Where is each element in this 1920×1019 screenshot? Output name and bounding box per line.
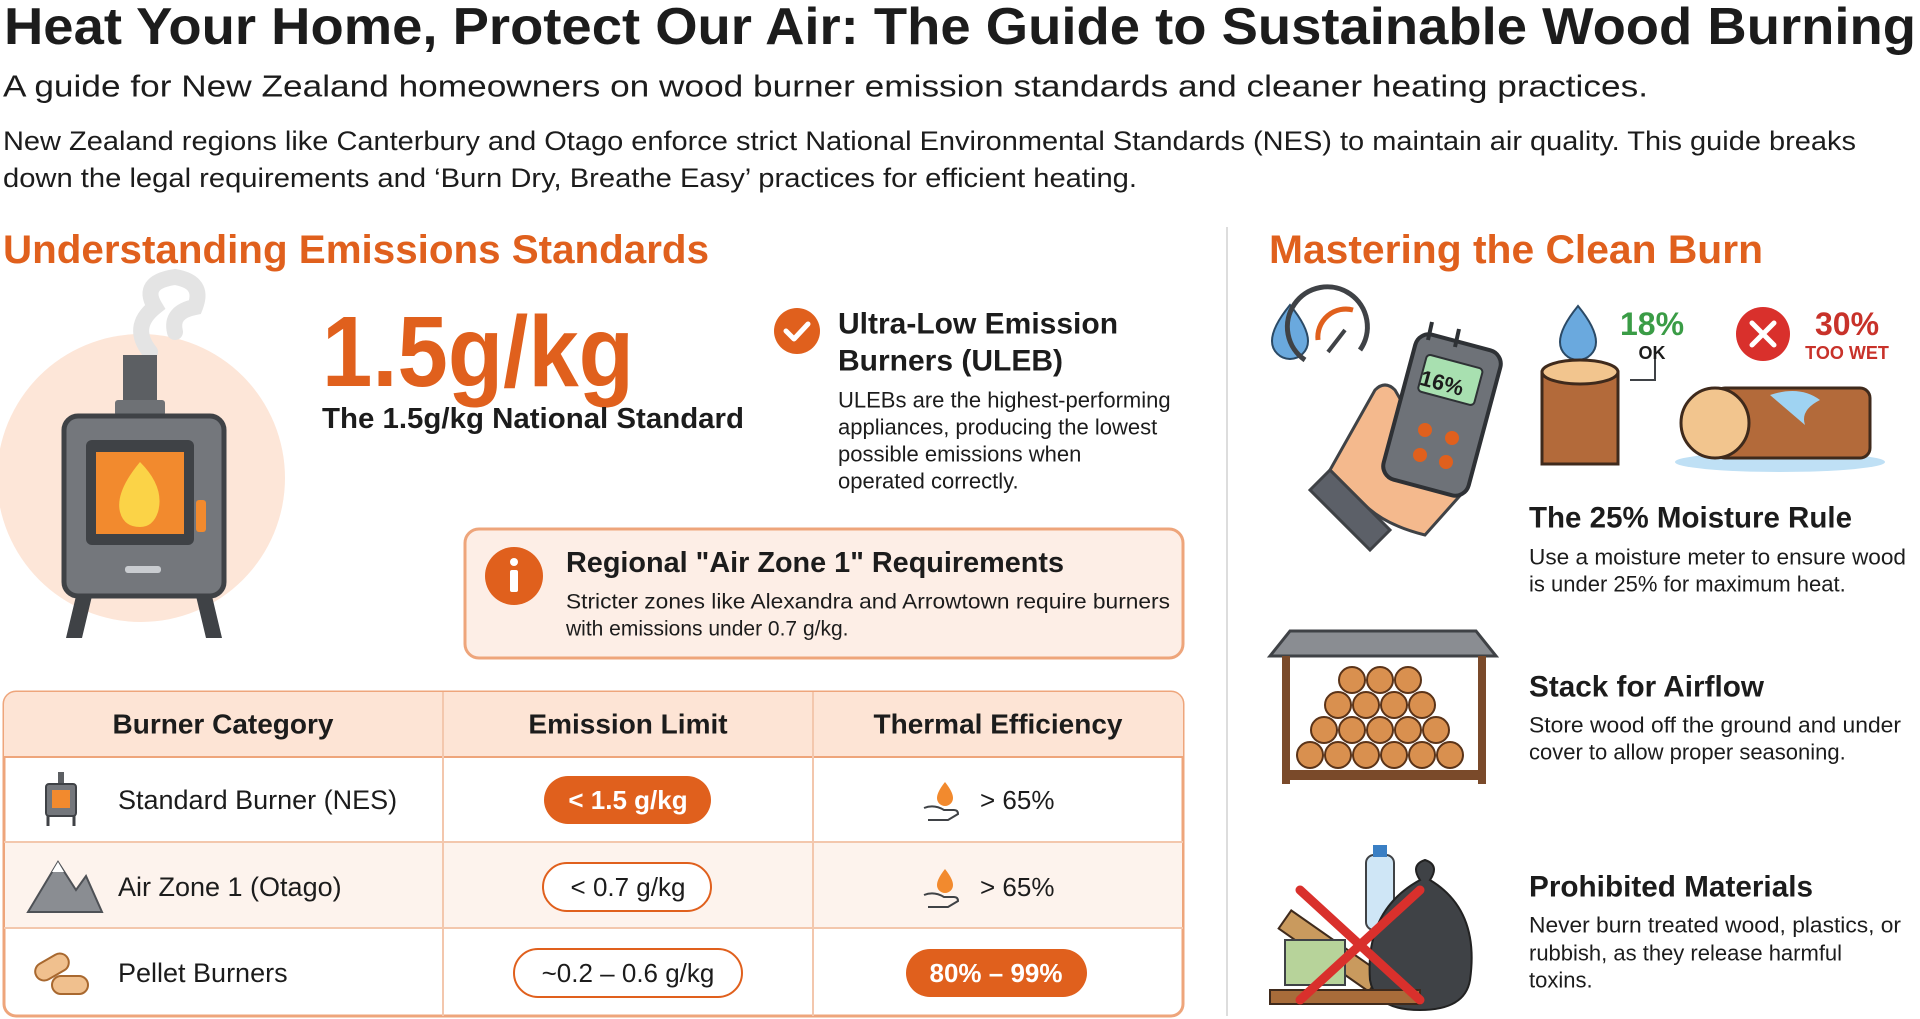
efficiency: > 65%: [980, 785, 1054, 815]
ok-value: 18%: [1620, 306, 1684, 342]
dry-log-illustration: [1540, 304, 1656, 466]
woodshed-illustration: [1266, 629, 1500, 784]
title: Heat Your Home, Protect Our Air: The Gui…: [4, 0, 1916, 56]
stove-illustration: [0, 268, 285, 638]
stove-icon: [45, 772, 77, 826]
pill: [544, 776, 711, 824]
efficiency: > 65%: [980, 872, 1054, 902]
table-header: Emission Limit: [528, 709, 727, 740]
emission-limit: ~0.2 – 0.6 g/kg: [542, 958, 715, 988]
uleb-title: Burners (ULEB): [838, 345, 1063, 378]
subtitle: A guide for New Zealand homeowners on wo…: [3, 69, 1648, 104]
item-description: Never burn treated wood, plastics, or: [1529, 913, 1901, 938]
wet-icon: [1736, 307, 1790, 361]
intro-line: New Zealand regions like Canterbury and …: [3, 126, 1856, 156]
check-icon: [774, 308, 820, 354]
pill: [906, 949, 1087, 997]
pill: [513, 948, 743, 998]
air-zone-description: Stricter zones like Alexandra and Arrowt…: [566, 591, 1170, 614]
item-title: Stack for Airflow: [1529, 671, 1765, 704]
wet-label: TOO WET: [1805, 343, 1889, 363]
uleb-description: operated correctly.: [838, 469, 1019, 494]
row-label: Standard Burner (NES): [118, 785, 397, 815]
wet-log-illustration: [1675, 386, 1885, 472]
item-title: The 25% Moisture Rule: [1529, 502, 1852, 535]
pellet-icon: [34, 952, 89, 995]
gauge-illustration: [1270, 284, 1370, 363]
prohibited-illustration: [1269, 845, 1473, 1012]
meter-illustration: [1307, 321, 1503, 553]
info-icon: [485, 547, 543, 605]
ok-label: OK: [1639, 343, 1666, 363]
section-heading: Mastering the Clean Burn: [1269, 228, 1763, 272]
air-zone-description: with emissions under 0.7 g/kg.: [565, 618, 848, 641]
item-description: rubbish, as they release harmful: [1529, 941, 1842, 966]
uleb-title: Ultra-Low Emission: [838, 308, 1118, 341]
air-zone-title: Regional "Air Zone 1" Requirements: [566, 547, 1064, 579]
standard-label: The 1.5g/kg National Standard: [322, 403, 744, 435]
air-zone-box: [463, 527, 1185, 660]
table-header: Thermal Efficiency: [874, 709, 1123, 740]
uleb-description: ULEBs are the highest-performing: [838, 388, 1171, 413]
item-description: toxins.: [1529, 968, 1593, 993]
intro-line: down the legal requirements and ‘Burn Dr…: [3, 163, 1137, 193]
emission-limit: < 0.7 g/kg: [571, 872, 686, 902]
item-description: cover to allow proper seasoning.: [1529, 740, 1846, 765]
mountain-icon: [26, 860, 104, 913]
row-label: Pellet Burners: [118, 958, 288, 988]
uleb-description: possible emissions when: [838, 442, 1081, 467]
wet-value: 30%: [1815, 306, 1879, 342]
efficiency-icon: [923, 782, 960, 821]
emission-limit: < 1.5 g/kg: [568, 785, 687, 815]
efficiency-icon: [923, 869, 960, 908]
uleb-description: appliances, producing the lowest: [838, 415, 1157, 440]
standard-value: 1.5g/kg: [322, 296, 634, 408]
table-header: Burner Category: [113, 709, 334, 740]
row-label: Air Zone 1 (Otago): [118, 872, 342, 902]
item-description: Use a moisture meter to ensure wood: [1529, 545, 1906, 570]
efficiency: 80% – 99%: [930, 958, 1063, 988]
item-description: is under 25% for maximum heat.: [1529, 572, 1846, 597]
pill: [542, 862, 712, 912]
item-description: Store wood off the ground and under: [1529, 713, 1901, 738]
item-title: Prohibited Materials: [1529, 871, 1813, 904]
section-heading: Understanding Emissions Standards: [3, 228, 709, 272]
